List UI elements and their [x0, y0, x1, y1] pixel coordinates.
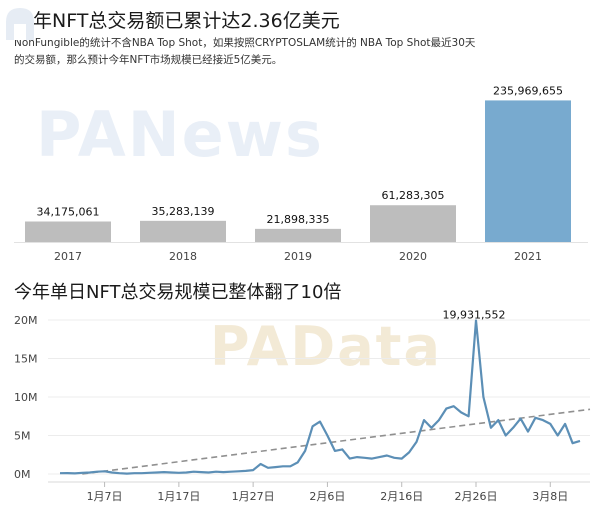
- line-x-tick-label: 2月26日: [455, 490, 498, 503]
- peak-annotation-label: 19,931,552: [443, 309, 506, 322]
- bar-2019: [255, 228, 341, 242]
- trend-line: [82, 408, 591, 475]
- line-y-tick-label: 20M: [14, 314, 38, 327]
- bar-category-label: 2017: [54, 250, 82, 263]
- line-x-tick-label: 1月17日: [157, 490, 200, 503]
- bar-value-label: 34,175,061: [37, 205, 100, 218]
- watermark-panews: PANews: [36, 98, 324, 171]
- chart-subtitle: NonFungible的统计不含NBA Top Shot，如果按照CRYPTOS…: [14, 37, 476, 66]
- line-x-tick-label: 2月6日: [309, 490, 345, 503]
- line-y-tick-label: 10M: [14, 391, 38, 404]
- line-y-tick-label: 5M: [14, 430, 31, 443]
- bar-chart-yearly-volume: 34,175,061 2017 35,283,139 2018 21,898,335 20…: [14, 84, 588, 263]
- bar-category-label: 2020: [399, 250, 427, 263]
- chart-title-total-volume: 今年NFT总交易额已累计达2.36亿美元: [14, 10, 340, 32]
- line-x-tick-label: 2月16日: [380, 490, 423, 503]
- bar-value-label: 235,969,655: [493, 84, 563, 97]
- bar-2018: [140, 220, 226, 242]
- watermark-padata: PAData: [210, 315, 442, 378]
- bar-value-label: 35,283,139: [152, 205, 215, 218]
- chart-title-daily-volume: 今年单日NFT总交易规模已整体翻了10倍: [14, 282, 342, 303]
- bar-2017: [25, 221, 111, 242]
- line-y-tick-label: 0M: [14, 468, 31, 481]
- bar-category-label: 2021: [514, 250, 542, 263]
- line-x-tick-label: 3月8日: [532, 490, 568, 503]
- bar-2020: [370, 205, 456, 242]
- bar-value-label: 61,283,305: [382, 189, 445, 202]
- corner-logo-icon: [6, 8, 34, 40]
- bar-category-label: 2019: [284, 250, 312, 263]
- bar-value-label: 21,898,335: [267, 213, 330, 226]
- series-line-daily-volume: [59, 319, 581, 475]
- bar-category-label: 2018: [169, 250, 197, 263]
- line-y-tick-label: 15M: [14, 353, 38, 366]
- line-x-tick-label: 1月27日: [232, 490, 275, 503]
- line-x-tick-label: 1月7日: [87, 490, 123, 503]
- bar-2021: [485, 100, 571, 242]
